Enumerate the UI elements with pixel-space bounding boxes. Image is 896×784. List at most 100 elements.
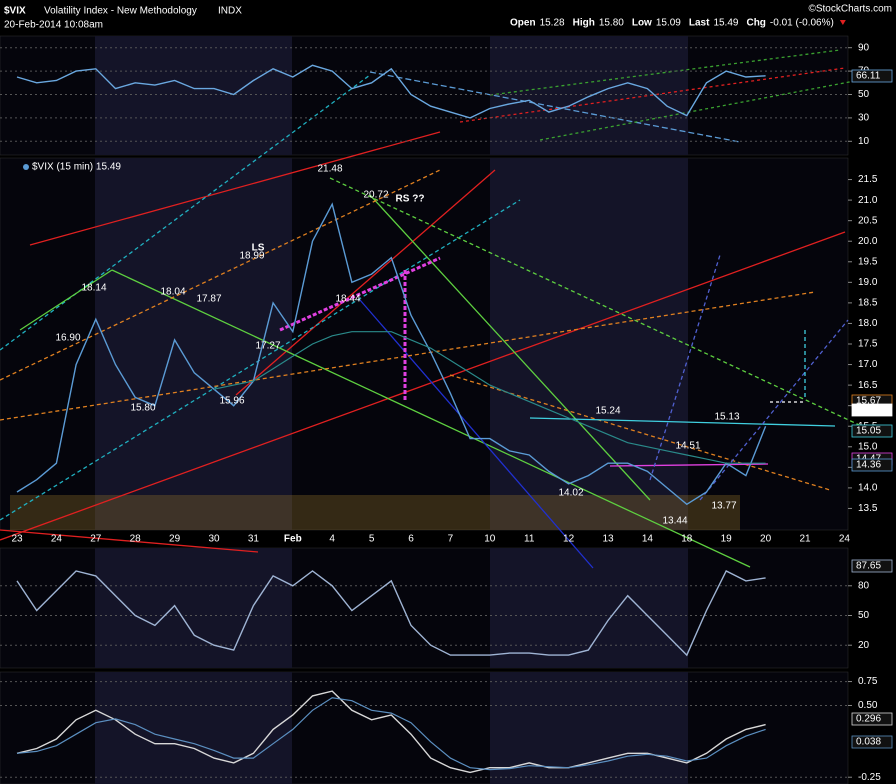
trendline bbox=[235, 169, 496, 396]
x-tick-label: 6 bbox=[408, 534, 414, 545]
quote-value: 15.80 bbox=[599, 18, 624, 29]
quote-value: 15.28 bbox=[540, 18, 565, 29]
y-tick-label: 20.0 bbox=[858, 236, 878, 247]
y-tick-label: 17.5 bbox=[858, 339, 878, 350]
y-tick-label: 30 bbox=[858, 113, 870, 124]
annotation: 14.51 bbox=[675, 441, 700, 452]
legend-entry: $VIX (15 min) 15.49 bbox=[32, 162, 121, 173]
annotation: 20.72 bbox=[363, 190, 388, 201]
trendline bbox=[0, 169, 441, 381]
annotation: 17.87 bbox=[196, 294, 221, 305]
y-tick-label: 19.0 bbox=[858, 277, 878, 288]
series-line bbox=[16, 202, 767, 506]
annotation: LS bbox=[252, 243, 265, 254]
date: 20-Feb-2014 10:08am bbox=[4, 20, 103, 31]
trendline bbox=[29, 131, 441, 246]
quote-label: Low bbox=[632, 18, 652, 29]
week-shade bbox=[95, 672, 292, 784]
y-tick-label: 0.50 bbox=[858, 700, 878, 711]
y-tick-label: 17.0 bbox=[858, 359, 878, 370]
legend-icon bbox=[23, 164, 29, 170]
change-arrow bbox=[839, 20, 846, 25]
y-tick-label: 90 bbox=[858, 42, 870, 53]
x-tick-label: 28 bbox=[130, 534, 142, 545]
annotation: 15.13 bbox=[714, 412, 739, 423]
quote-label: Open bbox=[510, 18, 536, 29]
trendline bbox=[0, 529, 259, 553]
trendline bbox=[649, 254, 721, 481]
x-tick-label: 11 bbox=[524, 534, 535, 545]
watermark: ©StockCharts.com bbox=[808, 4, 892, 15]
y-tick-label: 18.5 bbox=[858, 298, 878, 309]
trendline bbox=[529, 417, 836, 427]
quote-label: Chg bbox=[746, 18, 765, 29]
x-tick-label: 13 bbox=[602, 534, 614, 545]
series-line bbox=[16, 690, 766, 774]
annotation: 14.02 bbox=[558, 488, 583, 499]
annotation: 13.77 bbox=[711, 501, 736, 512]
last-value-box bbox=[851, 69, 893, 83]
y-tick-label: 80 bbox=[858, 580, 870, 591]
last-value-label: 87.65 bbox=[856, 561, 881, 572]
trendline bbox=[111, 269, 751, 568]
last-value-box bbox=[851, 403, 893, 417]
week-shade bbox=[95, 158, 292, 530]
series-line bbox=[213, 331, 766, 464]
annotation: 15.24 bbox=[595, 406, 620, 417]
y-tick-label: -0.25 bbox=[858, 772, 881, 783]
annotation: 21.48 bbox=[317, 164, 342, 175]
x-tick-label: 14 bbox=[642, 534, 654, 545]
last-value-label: 66.11 bbox=[856, 71, 881, 82]
annotation: 15.96 bbox=[219, 396, 244, 407]
last-value-box bbox=[851, 424, 893, 438]
series-line bbox=[16, 697, 766, 771]
annotation: 18.99 bbox=[239, 251, 264, 262]
trendline bbox=[699, 319, 849, 501]
x-tick-label: 12 bbox=[563, 534, 575, 545]
y-tick-label: 14.0 bbox=[858, 483, 878, 494]
annotation: 18.44 bbox=[335, 294, 360, 305]
trendline bbox=[359, 299, 594, 569]
annotation: 16.90 bbox=[55, 333, 80, 344]
trendline bbox=[489, 49, 841, 96]
annotation: 17.27 bbox=[255, 341, 280, 352]
trendline bbox=[19, 269, 113, 331]
support-band bbox=[10, 495, 740, 530]
annotation: 15.80 bbox=[130, 403, 155, 414]
x-tick-label: 23 bbox=[11, 534, 23, 545]
x-tick-label: 18 bbox=[681, 534, 693, 545]
x-tick-label: 24 bbox=[51, 534, 63, 545]
annotation: 18.04 bbox=[160, 287, 185, 298]
y-tick-label: 20 bbox=[858, 640, 870, 651]
trendline bbox=[459, 67, 846, 123]
security-name: Volatility Index - New Methodology bbox=[44, 6, 197, 17]
x-tick-label: 20 bbox=[760, 534, 772, 545]
trendline bbox=[539, 79, 861, 141]
annotation: 13.44 bbox=[662, 516, 687, 527]
last-value-label: 0.038 bbox=[856, 737, 881, 748]
trendline bbox=[0, 199, 521, 521]
quote-label: Last bbox=[689, 18, 710, 29]
y-tick-label: 19.5 bbox=[858, 256, 878, 267]
y-tick-label: 50 bbox=[858, 610, 870, 621]
x-tick-label: Feb bbox=[284, 534, 302, 545]
x-tick-label: 29 bbox=[169, 534, 181, 545]
y-tick-label: 15.0 bbox=[858, 441, 878, 452]
y-tick-label: 16.5 bbox=[858, 380, 878, 391]
trendline bbox=[329, 177, 871, 431]
x-tick-label: 5 bbox=[369, 534, 375, 545]
last-value-label: 15.49 bbox=[856, 405, 881, 416]
annotation: RS ?? bbox=[396, 194, 425, 205]
trendline bbox=[0, 291, 816, 421]
last-value-box bbox=[851, 458, 893, 472]
trendline bbox=[609, 463, 769, 467]
week-shade bbox=[490, 36, 688, 155]
last-value-label: 15.05 bbox=[856, 426, 881, 437]
week-shade bbox=[95, 548, 292, 668]
series-line bbox=[16, 570, 766, 657]
x-tick-label: 30 bbox=[208, 534, 220, 545]
y-tick-label: 21.0 bbox=[858, 195, 878, 206]
x-tick-label: 31 bbox=[248, 534, 260, 545]
last-value-label: 15.67 bbox=[856, 396, 881, 407]
